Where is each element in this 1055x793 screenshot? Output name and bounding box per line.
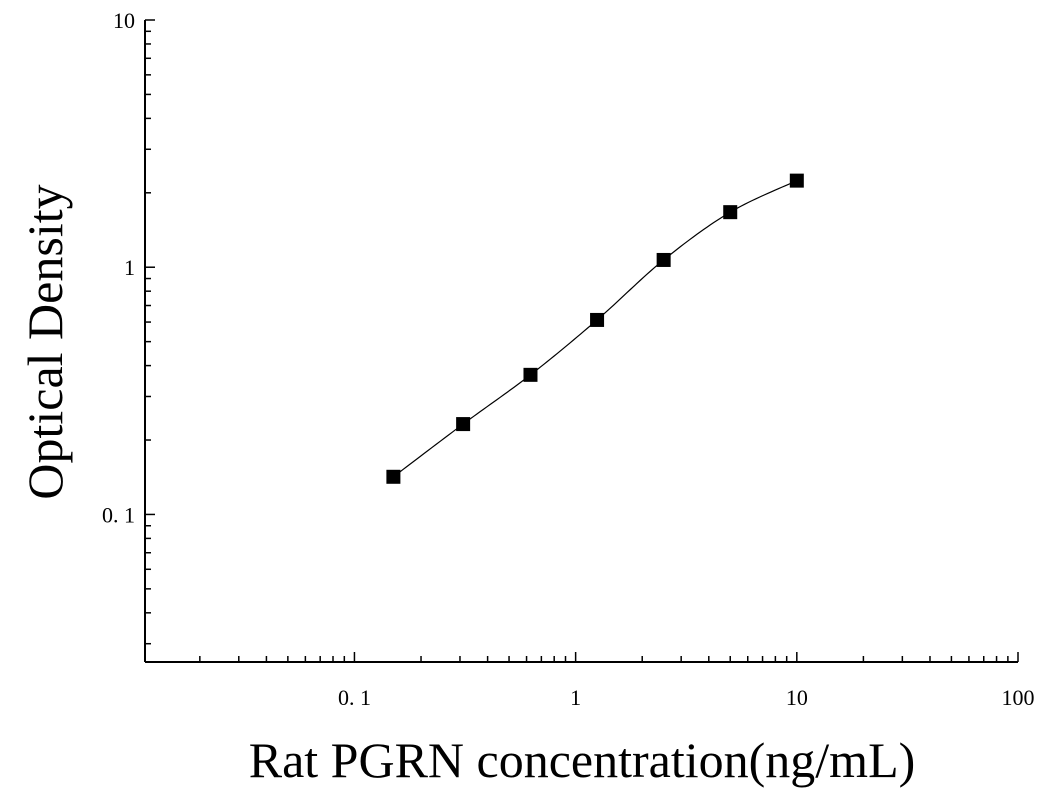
x-tick-label: 10 — [786, 685, 808, 710]
data-point — [789, 173, 804, 188]
y-tick-label: 0. 1 — [102, 502, 135, 527]
data-point — [723, 205, 738, 220]
data-point — [656, 252, 671, 267]
x-tick-labels: 0. 1 1 10 100 — [338, 685, 1035, 710]
x-tick-label: 100 — [1002, 685, 1035, 710]
data-point — [523, 367, 538, 382]
axes — [144, 19, 1019, 663]
data-point — [456, 417, 471, 432]
x-tick-label: 1 — [570, 685, 581, 710]
data-points — [386, 173, 804, 484]
x-axis-title: Rat PGRN concentration(ng/mL) — [249, 732, 916, 788]
fit-curve — [393, 180, 798, 478]
data-point — [386, 469, 401, 484]
fit-curve-group — [393, 180, 798, 478]
y-axis-title: Optical Density — [17, 184, 73, 499]
y-tick-label: 10 — [113, 8, 135, 33]
data-point — [590, 312, 605, 327]
y-tick-labels: 0. 1 1 10 — [102, 8, 135, 527]
x-tick-label: 0. 1 — [338, 685, 371, 710]
y-tick-label: 1 — [124, 255, 135, 280]
